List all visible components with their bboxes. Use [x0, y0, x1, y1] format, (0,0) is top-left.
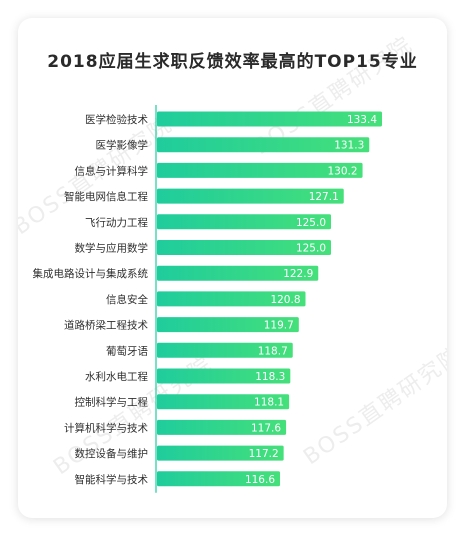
bar	[157, 317, 299, 333]
value-label: 118.7	[258, 345, 288, 357]
category-label: 智能电网信息工程	[64, 190, 148, 203]
chart-card: BOSS直聘研究院 BOSS直聘研究院 BOSS直聘研究院 BOSS直聘研究院 …	[18, 18, 447, 518]
category-label: 葡萄牙语	[106, 344, 148, 357]
category-label: 信息安全	[106, 293, 148, 306]
value-label: 118.3	[255, 371, 285, 383]
category-label: 医学影像学	[96, 139, 149, 152]
bar	[157, 394, 290, 410]
bar	[157, 137, 370, 153]
value-label: 120.8	[270, 294, 300, 306]
value-label: 125.0	[296, 243, 326, 255]
category-label: 信息与计算科学	[75, 164, 149, 177]
bar	[157, 291, 306, 307]
bar	[157, 471, 280, 487]
value-label: 133.4	[347, 114, 377, 126]
value-label: 122.9	[283, 268, 313, 280]
bar	[157, 445, 284, 461]
bar	[157, 368, 291, 384]
bar	[157, 188, 344, 204]
category-label: 水利水电工程	[85, 370, 148, 383]
category-label: 集成电路设计与集成系统	[33, 267, 149, 280]
value-label: 118.1	[254, 397, 284, 409]
category-label: 智能科学与技术	[75, 473, 149, 486]
bar	[157, 240, 331, 255]
category-label: 道路桥梁工程技术	[64, 319, 148, 332]
category-label: 数学与应用数学	[75, 242, 149, 255]
bar	[157, 419, 287, 435]
value-label: 117.6	[251, 422, 281, 434]
bar	[157, 214, 331, 230]
value-label: 116.6	[245, 474, 275, 486]
chart-title: 2018应届生求职反馈效率最高的TOP15专业	[47, 52, 418, 72]
bar	[157, 111, 382, 127]
bar	[157, 162, 363, 178]
bar	[157, 265, 319, 281]
value-label: 127.1	[309, 191, 339, 203]
value-label: 117.2	[249, 448, 279, 460]
value-label: 130.2	[328, 165, 358, 177]
category-label: 数控设备与维护	[75, 447, 149, 460]
bar	[157, 342, 293, 358]
category-label: 控制科学与工程	[75, 396, 149, 409]
value-label: 131.3	[334, 140, 364, 152]
value-label: 119.7	[264, 320, 294, 332]
category-label: 飞行动力工程	[85, 216, 148, 229]
bar-chart: 医学检验技术 133.4 医学影像学 131.3 信息与计算科学 130.2 智能电网信息工…	[33, 105, 382, 493]
category-label: 计算机科学与技术	[64, 421, 148, 434]
value-label: 125.0	[296, 217, 326, 229]
category-label: 医学检验技术	[85, 113, 148, 126]
